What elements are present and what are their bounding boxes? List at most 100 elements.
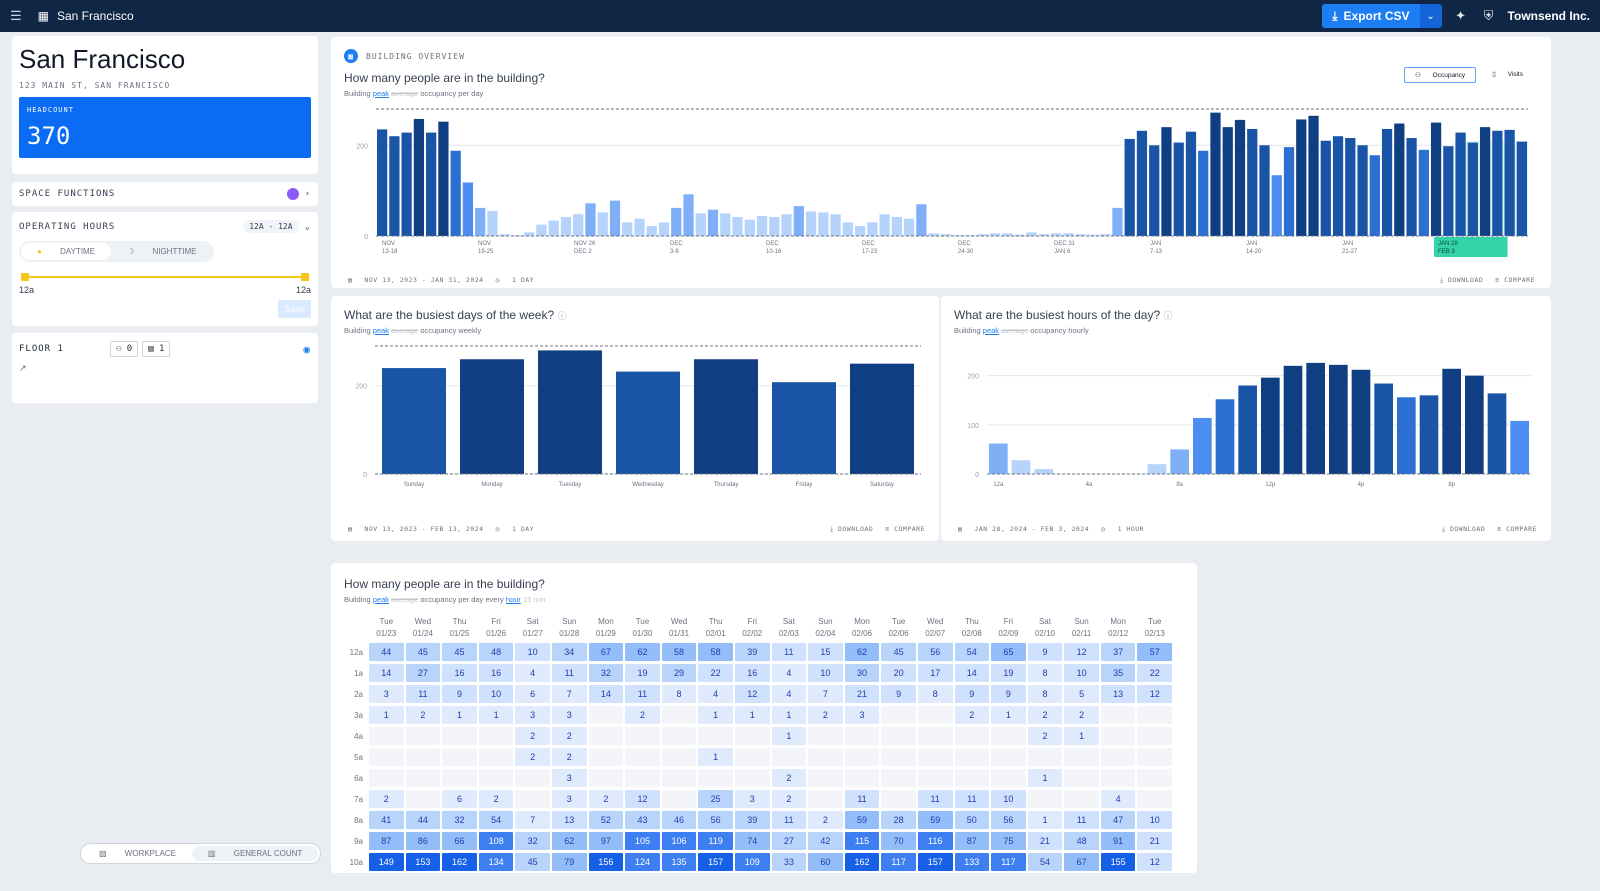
heatmap-cell[interactable]: 2 — [808, 811, 843, 829]
heatmap-cell[interactable] — [588, 706, 624, 724]
hours-slider[interactable] — [19, 272, 311, 282]
save-button[interactable]: Save — [278, 300, 311, 318]
heatmap-cell[interactable]: 1 — [698, 748, 733, 766]
heatmap-cell[interactable]: 11 — [844, 790, 880, 808]
heatmap-cell[interactable]: 4 — [698, 685, 733, 703]
heatmap-cell[interactable]: 56 — [917, 643, 953, 661]
heatmap-cell[interactable]: 11 — [771, 811, 807, 829]
heatmap-cell[interactable]: 60 — [808, 853, 843, 871]
heatmap-cell[interactable]: 56 — [991, 811, 1026, 829]
heatmap-cell[interactable]: 14 — [369, 664, 404, 682]
heatmap-cell[interactable]: 157 — [698, 853, 733, 871]
heatmap-cell[interactable]: 9 — [442, 685, 477, 703]
heatmap-cell[interactable]: 19 — [625, 664, 660, 682]
heatmap-cell[interactable] — [405, 790, 441, 808]
heatmap-cell[interactable]: 11 — [917, 790, 953, 808]
heatmap-cell[interactable]: 9 — [954, 685, 990, 703]
heatmap-cell[interactable] — [991, 748, 1026, 766]
slider-end-handle[interactable] — [301, 273, 309, 281]
heatmap-cell[interactable]: 25 — [698, 790, 733, 808]
overview-compare-button[interactable]: ≡ COMPARE — [1495, 276, 1535, 284]
average-option[interactable]: average — [391, 326, 419, 335]
heatmap-cell[interactable]: 1 — [1064, 727, 1099, 745]
heatmap-cell[interactable]: 135 — [661, 853, 697, 871]
heatmap-cell[interactable]: 29 — [661, 664, 697, 682]
heatmap-cell[interactable]: 62 — [844, 643, 880, 661]
hourly-compare-button[interactable]: ≡ COMPARE — [1497, 525, 1537, 533]
external-link-icon[interactable]: ↗ — [19, 363, 27, 373]
heatmap-cell[interactable] — [405, 769, 441, 787]
shield-icon[interactable]: ⛨ — [1483, 8, 1494, 23]
heatmap-cell[interactable]: 65 — [991, 643, 1026, 661]
heatmap-cell[interactable]: 157 — [917, 853, 953, 871]
peak-option[interactable]: peak — [982, 326, 1000, 335]
heatmap-cell[interactable] — [661, 769, 697, 787]
peak-option[interactable]: peak — [372, 595, 390, 604]
heatmap-cell[interactable] — [478, 748, 514, 766]
heatmap-cell[interactable]: 70 — [881, 832, 916, 850]
heatmap-cell[interactable]: 117 — [991, 853, 1026, 871]
heatmap-cell[interactable]: 66 — [442, 832, 477, 850]
heatmap-cell[interactable]: 8 — [661, 685, 697, 703]
heatmap-cell[interactable]: 16 — [442, 664, 477, 682]
heatmap-cell[interactable]: 4 — [771, 664, 807, 682]
heatmap-cell[interactable]: 117 — [881, 853, 916, 871]
org-name[interactable]: Townsend Inc. — [1507, 9, 1590, 23]
heatmap-cell[interactable]: 22 — [1137, 664, 1173, 682]
heatmap-cell[interactable] — [1100, 748, 1136, 766]
heatmap-cell[interactable]: 2 — [808, 706, 843, 724]
heatmap-cell[interactable] — [808, 748, 843, 766]
heatmap-cell[interactable]: 67 — [588, 643, 624, 661]
heatmap-cell[interactable]: 124 — [625, 853, 660, 871]
export-csv-button[interactable]: ⤓ Export CSV ⌄ — [1322, 4, 1442, 28]
heatmap-cell[interactable]: 44 — [405, 811, 441, 829]
heatmap-cell[interactable] — [881, 748, 916, 766]
heatmap-cell[interactable]: 7 — [808, 685, 843, 703]
heatmap-cell[interactable]: 58 — [661, 643, 697, 661]
heatmap-cell[interactable]: 48 — [478, 643, 514, 661]
heatmap-cell[interactable] — [661, 727, 697, 745]
heatmap-cell[interactable] — [625, 727, 660, 745]
heatmap-cell[interactable]: 156 — [588, 853, 624, 871]
heatmap-cell[interactable]: 74 — [734, 832, 770, 850]
heatmap-cell[interactable]: 10 — [991, 790, 1026, 808]
heatmap-cell[interactable]: 108 — [478, 832, 514, 850]
heatmap-cell[interactable]: 35 — [1100, 664, 1136, 682]
heatmap-cell[interactable]: 11 — [405, 685, 441, 703]
heatmap-cell[interactable] — [515, 790, 550, 808]
heatmap-cell[interactable] — [991, 769, 1026, 787]
heatmap-cell[interactable]: 8 — [1027, 664, 1063, 682]
heatmap-cell[interactable]: 37 — [1100, 643, 1136, 661]
heatmap-cell[interactable] — [844, 769, 880, 787]
heatmap-cell[interactable]: 20 — [881, 664, 916, 682]
hourly-date-range[interactable]: JAN 28, 2024 - FEB 3, 2024 — [974, 525, 1090, 533]
heatmap-cell[interactable]: 9 — [881, 685, 916, 703]
heatmap-cell[interactable]: 9 — [1027, 643, 1063, 661]
heatmap-cell[interactable] — [734, 727, 770, 745]
heatmap-cell[interactable]: 11 — [625, 685, 660, 703]
heatmap-cell[interactable]: 1 — [1027, 769, 1063, 787]
heatmap-cell[interactable] — [661, 748, 697, 766]
heatmap-cell[interactable]: 16 — [734, 664, 770, 682]
heatmap-cell[interactable]: 54 — [1027, 853, 1063, 871]
heatmap-cell[interactable] — [1137, 706, 1173, 724]
overview-date-range[interactable]: NOV 13, 2023 - JAN 31, 2024 — [364, 276, 484, 284]
nighttime-option[interactable]: ☽ NIGHTTIME — [111, 243, 212, 260]
heatmap-cell[interactable] — [917, 706, 953, 724]
heatmap-cell[interactable] — [1064, 790, 1099, 808]
heatmap-cell[interactable]: 21 — [844, 685, 880, 703]
heatmap-cell[interactable] — [369, 727, 404, 745]
help-icon[interactable]: ⓘ — [557, 311, 567, 321]
heatmap-cell[interactable]: 119 — [698, 832, 733, 850]
heatmap-cell[interactable]: 22 — [698, 664, 733, 682]
heatmap-cell[interactable]: 45 — [442, 643, 477, 661]
heatmap-cell[interactable] — [881, 769, 916, 787]
heatmap-cell[interactable]: 9 — [991, 685, 1026, 703]
heatmap-cell[interactable] — [1100, 706, 1136, 724]
general-count-option[interactable]: ▥ GENERAL COUNT — [191, 846, 319, 861]
heatmap-cell[interactable]: 8 — [917, 685, 953, 703]
overview-download-button[interactable]: ⤓ DOWNLOAD — [1440, 276, 1484, 284]
heatmap-cell[interactable]: 45 — [405, 643, 441, 661]
heatmap-cell[interactable]: 2 — [551, 748, 587, 766]
heatmap-cell[interactable]: 48 — [1064, 832, 1099, 850]
